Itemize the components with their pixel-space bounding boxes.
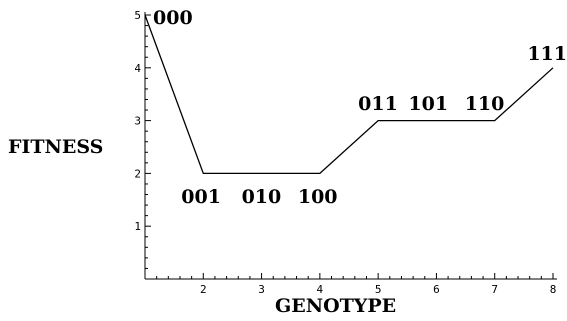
fitness-line xyxy=(144,14,554,175)
point-label-100: 100 xyxy=(298,186,338,208)
point-label-110: 110 xyxy=(465,93,505,115)
x-axis-title: GENOTYPE xyxy=(275,295,396,317)
x-tick-label: 2 xyxy=(200,283,207,296)
axes: 2 3 4 5 6 7 8 1 2 3 4 5 xyxy=(134,9,557,296)
x-tick-label: 3 xyxy=(258,283,265,296)
y-tick-label: 2 xyxy=(134,167,141,180)
y-tick-label: 3 xyxy=(134,115,141,128)
x-tick-label: 4 xyxy=(317,283,324,296)
point-label-111: 111 xyxy=(527,43,567,65)
y-tick-label: 5 xyxy=(134,9,141,22)
point-label-011: 011 xyxy=(358,93,398,115)
point-label-000: 000 xyxy=(153,7,193,29)
point-label-001: 001 xyxy=(181,186,221,208)
y-axis-title: FITNESS xyxy=(8,136,103,158)
point-label-101: 101 xyxy=(408,93,448,115)
series xyxy=(144,14,554,175)
x-tick-label: 8 xyxy=(550,283,557,296)
x-tick-label: 6 xyxy=(433,283,440,296)
y-tick-label: 1 xyxy=(134,220,141,233)
x-tick-label: 5 xyxy=(375,283,382,296)
x-tick-label: 7 xyxy=(491,283,498,296)
labels: 000 111 001 010 100 011 101 110 xyxy=(153,7,567,208)
y-tick-label: 4 xyxy=(134,62,141,75)
point-label-010: 010 xyxy=(242,186,282,208)
